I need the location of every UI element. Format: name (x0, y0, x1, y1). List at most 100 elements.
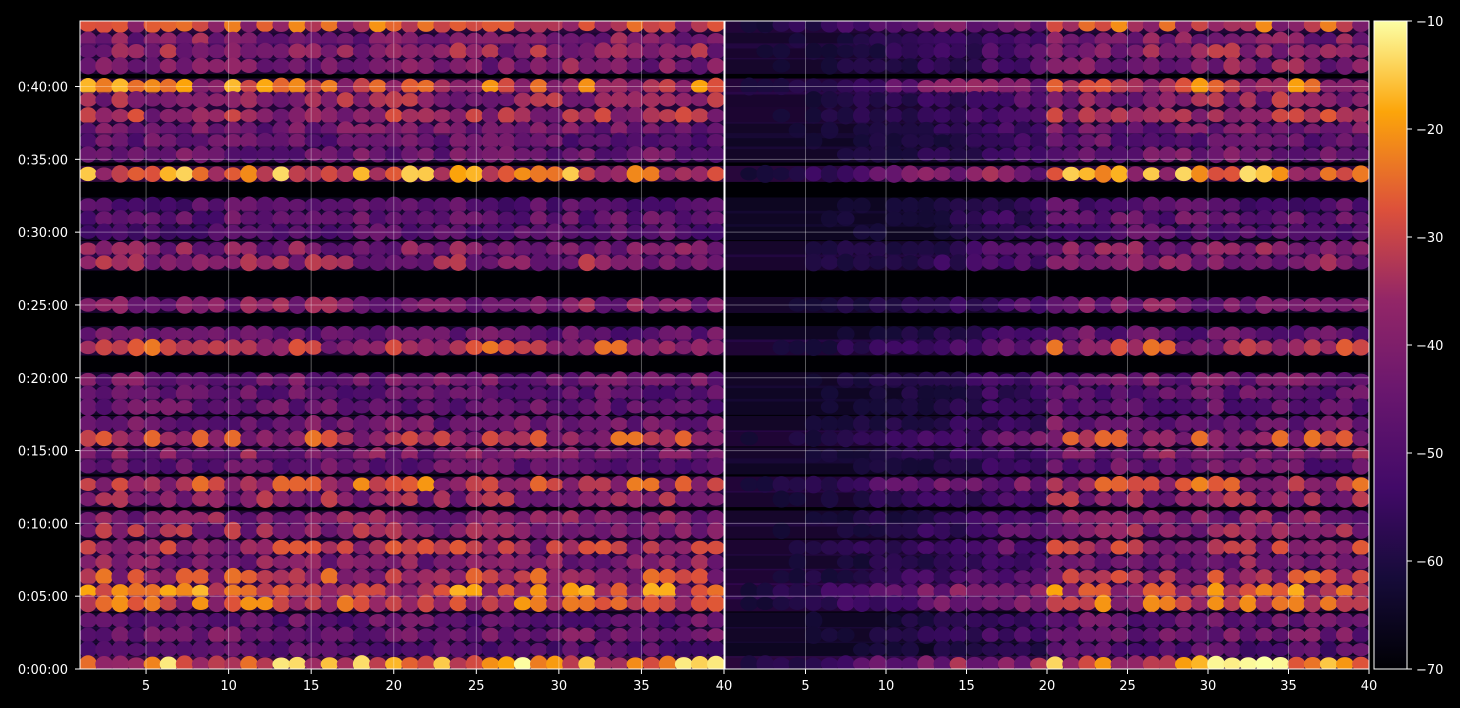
heatmap-cell (949, 339, 968, 356)
heatmap-cell (143, 21, 162, 34)
heatmap-cell (1158, 523, 1177, 538)
heatmap-cell (1030, 145, 1048, 164)
heatmap-cell (594, 42, 613, 61)
heatmap-cell (610, 627, 629, 643)
heatmap-cell (562, 477, 580, 492)
heatmap-cell (111, 594, 130, 613)
heatmap-cell (1223, 584, 1242, 599)
heatmap-cell (885, 613, 903, 628)
heatmap-cell (1207, 475, 1225, 494)
heatmap-cell (320, 657, 339, 669)
heatmap-cell (949, 538, 968, 557)
heatmap-cell (836, 523, 855, 539)
heatmap-cell (707, 108, 724, 123)
heatmap-cell (1191, 553, 1209, 572)
heatmap-cell (1142, 78, 1161, 95)
heatmap-cell (546, 58, 564, 74)
heatmap-cell (336, 242, 355, 256)
heatmap-cell (513, 612, 532, 629)
heatmap-cell (240, 296, 258, 314)
heatmap-cell (288, 613, 307, 628)
heatmap-cell (143, 79, 162, 94)
heatmap-cell (304, 134, 323, 148)
heatmap-cell (1013, 225, 1032, 240)
heatmap-cell (852, 91, 871, 109)
heatmap-cell (1239, 398, 1258, 416)
heatmap-cell (1094, 553, 1113, 571)
heatmap-cell (1223, 399, 1242, 415)
heatmap-cell (949, 477, 968, 492)
heatmap-cell (336, 595, 355, 612)
heatmap-cell (1078, 197, 1097, 214)
heatmap-cell (336, 491, 355, 507)
heatmap-cell (658, 58, 677, 74)
heatmap-cell (1078, 459, 1097, 474)
heatmap-cell (80, 627, 97, 643)
heatmap-cell (481, 210, 500, 228)
heatmap-cell (1142, 655, 1161, 669)
heatmap-cell (224, 57, 242, 75)
heatmap-cell (901, 211, 920, 227)
heatmap-cell (594, 78, 613, 95)
heatmap-cell (433, 167, 452, 181)
heatmap-cell (497, 373, 516, 388)
heatmap-cell (433, 147, 452, 162)
heatmap-cell (417, 298, 436, 312)
heatmap-cell (933, 641, 952, 659)
heatmap-cell (1223, 371, 1242, 390)
heatmap-cell (562, 42, 580, 61)
heatmap-cell (610, 555, 629, 569)
heatmap-cell (1078, 325, 1097, 343)
heatmap-cell (836, 106, 855, 125)
heatmap-cell (804, 429, 823, 447)
heatmap-cell (240, 554, 258, 571)
heatmap-cell (240, 165, 258, 183)
heatmap-cell (981, 400, 1000, 414)
heatmap-cell (385, 196, 403, 215)
heatmap-cell (417, 43, 436, 59)
heatmap-cell (465, 146, 484, 163)
heatmap-cell (385, 627, 403, 643)
heatmap-cell (336, 553, 355, 571)
heatmap-cell (690, 372, 709, 388)
heatmap-cell (481, 107, 500, 124)
heatmap-cell (901, 555, 920, 570)
heatmap-cell (594, 340, 613, 355)
heatmap-cell (1287, 78, 1306, 95)
heatmap-cell (965, 491, 984, 507)
heatmap-cell (562, 641, 580, 659)
heatmap-cell (933, 57, 952, 75)
heatmap-cell (1142, 223, 1161, 241)
heatmap-cell (481, 595, 500, 612)
heatmap-cell (610, 78, 629, 95)
heatmap-cell (175, 327, 194, 341)
heatmap-cell (417, 198, 436, 213)
heatmap-cell (1013, 398, 1032, 415)
heatmap-cell (642, 400, 661, 414)
heatmap-cell (804, 338, 823, 356)
heatmap-cell (626, 241, 645, 257)
heatmap-cell (852, 398, 871, 416)
heatmap-cell (368, 415, 387, 433)
heatmap-cell (1335, 298, 1354, 312)
heatmap-cell (756, 44, 775, 59)
heatmap-cell (1319, 398, 1338, 415)
heatmap-cell (513, 400, 532, 414)
heatmap-cell (594, 521, 613, 540)
heatmap-cell (933, 430, 952, 447)
heatmap-cell (352, 57, 371, 75)
heatmap-cell (658, 398, 677, 416)
heatmap-cell (594, 198, 613, 213)
heatmap-cell (207, 568, 226, 586)
heatmap-cell (642, 133, 661, 149)
heatmap-cell (1352, 44, 1369, 58)
heatmap-cell (336, 212, 355, 226)
heatmap-cell (95, 459, 114, 474)
heatmap-cell (288, 78, 307, 95)
heatmap-cell (610, 43, 629, 60)
heatmap-cell (159, 431, 178, 446)
heatmap-cell (513, 521, 532, 540)
heatmap-cell (917, 611, 936, 630)
heatmap-cell (820, 540, 839, 555)
heatmap-cell (272, 196, 291, 214)
